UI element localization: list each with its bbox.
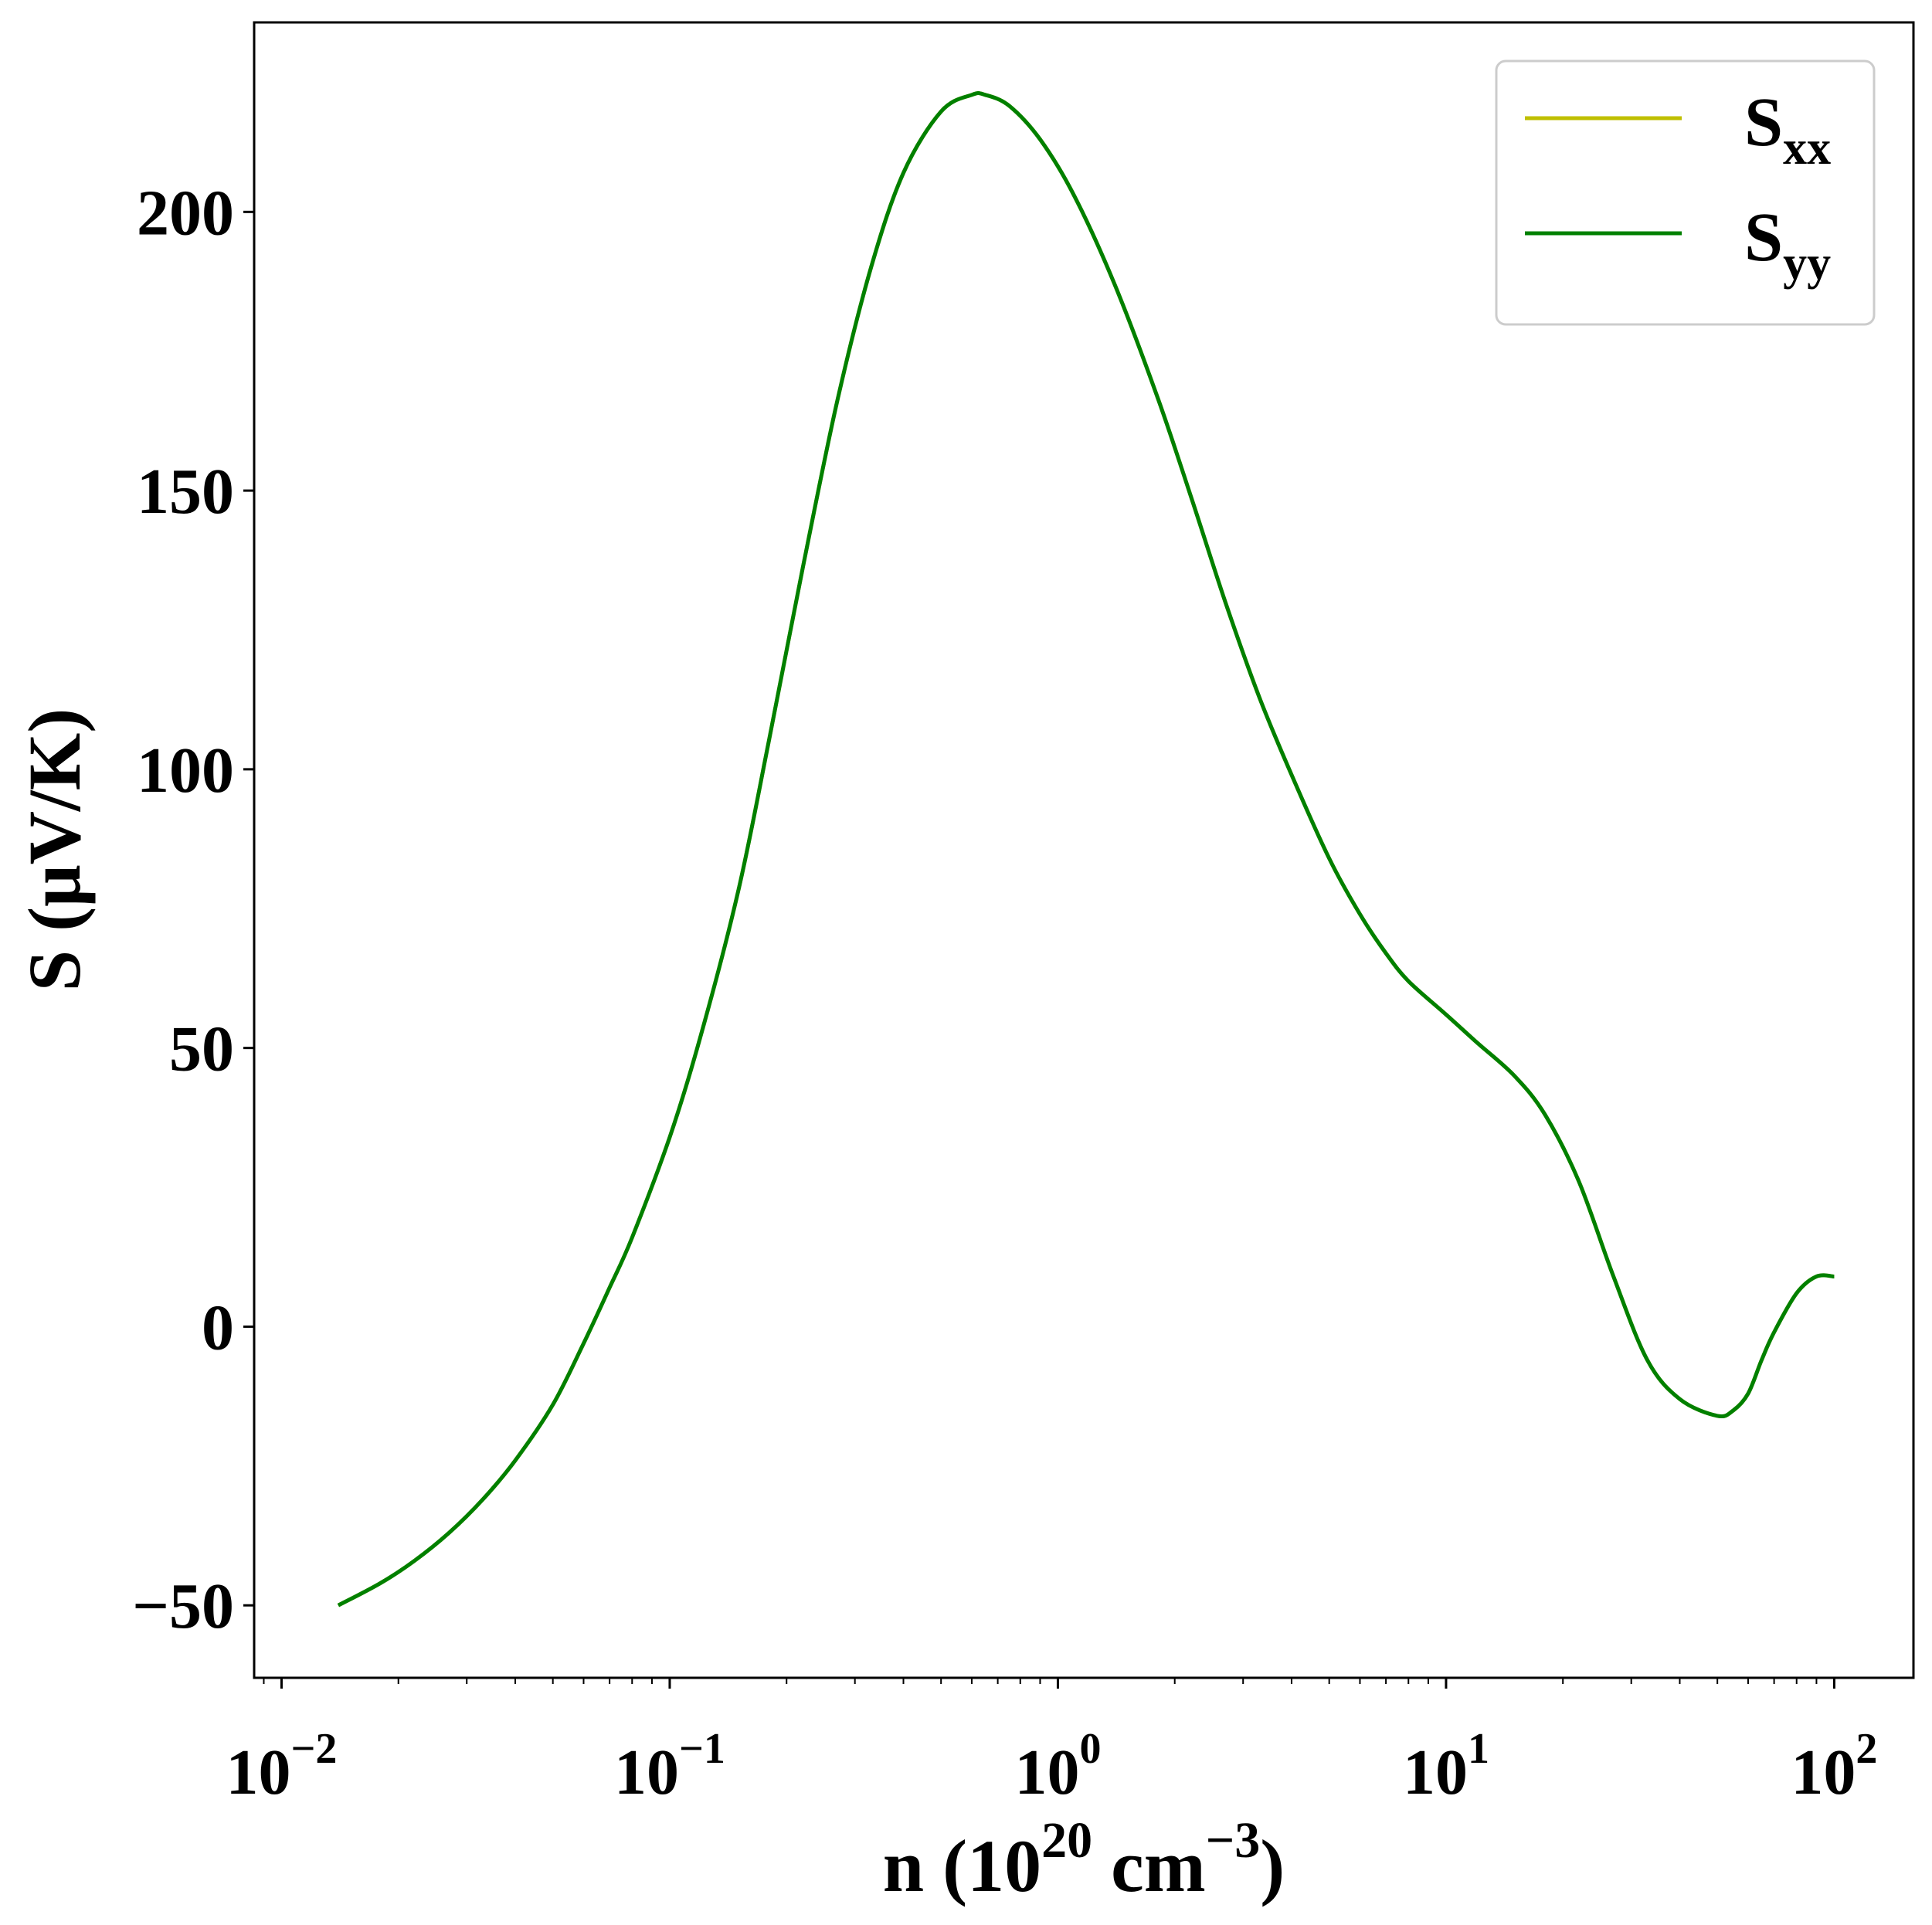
y-axis-label: S (μV/K) bbox=[13, 708, 96, 991]
x-tick-label-exponent: 2 bbox=[1856, 1725, 1877, 1773]
x-tick-label-exponent: −2 bbox=[291, 1725, 338, 1773]
legend-label-s-yy-name: S bbox=[1744, 199, 1783, 276]
y-axis-ticks: −50 0 50 100 150 200 bbox=[132, 177, 254, 1642]
x-axis-ticks: 10−2 10−1 100 101 102 bbox=[226, 1678, 1877, 1808]
x-tick-label-exponent: 1 bbox=[1468, 1725, 1489, 1773]
x-axis-label-suffix: ) bbox=[1260, 1825, 1285, 1907]
plot-frame bbox=[253, 21, 1915, 1679]
x-tick-label-base: 10 bbox=[614, 1737, 679, 1808]
x-tick-label: 102 bbox=[1791, 1725, 1877, 1808]
x-tick-label: 10−2 bbox=[226, 1725, 338, 1808]
x-tick-label-base: 10 bbox=[1014, 1737, 1079, 1808]
y-tick-label: 100 bbox=[137, 735, 234, 806]
x-tick-label: 101 bbox=[1403, 1725, 1489, 1808]
legend-label-s-yy-subscript: yy bbox=[1783, 237, 1831, 290]
y-tick-label: 150 bbox=[137, 456, 234, 528]
x-tick-label: 100 bbox=[1014, 1725, 1101, 1808]
legend-label-s-yy: Syy bbox=[1744, 199, 1831, 290]
x-tick-label-base: 10 bbox=[1403, 1737, 1468, 1808]
x-axis-label: n (1020 cm−3) bbox=[883, 1812, 1285, 1907]
y-tick-label: 200 bbox=[137, 177, 234, 249]
legend-label-s-xx-name: S bbox=[1744, 84, 1783, 161]
y-tick-label: −50 bbox=[132, 1570, 234, 1642]
y-tick-label: 50 bbox=[169, 1013, 234, 1085]
legend-label-s-xx-subscript: xx bbox=[1783, 122, 1831, 175]
x-tick-label: 10−1 bbox=[614, 1725, 725, 1808]
x-tick-label-exponent: −1 bbox=[679, 1725, 725, 1773]
legend-box bbox=[1495, 59, 1876, 326]
x-tick-label-exponent: 0 bbox=[1079, 1725, 1101, 1773]
legend-label-s-xx: Sxx bbox=[1744, 84, 1831, 175]
x-axis-label-unit: cm bbox=[1092, 1825, 1206, 1907]
series-line-s-yy bbox=[337, 91, 1835, 1608]
legend: Sxx Syy bbox=[1495, 59, 1876, 326]
x-axis-label-prefix: n (10 bbox=[883, 1825, 1041, 1907]
x-axis-label-exponent: 20 bbox=[1041, 1812, 1092, 1869]
x-tick-label-base: 10 bbox=[1791, 1737, 1856, 1808]
x-axis-label-unit-exponent: −3 bbox=[1206, 1812, 1261, 1869]
y-tick-label: 0 bbox=[202, 1292, 234, 1363]
series-layer bbox=[337, 91, 1835, 1608]
x-tick-label-base: 10 bbox=[226, 1737, 291, 1808]
